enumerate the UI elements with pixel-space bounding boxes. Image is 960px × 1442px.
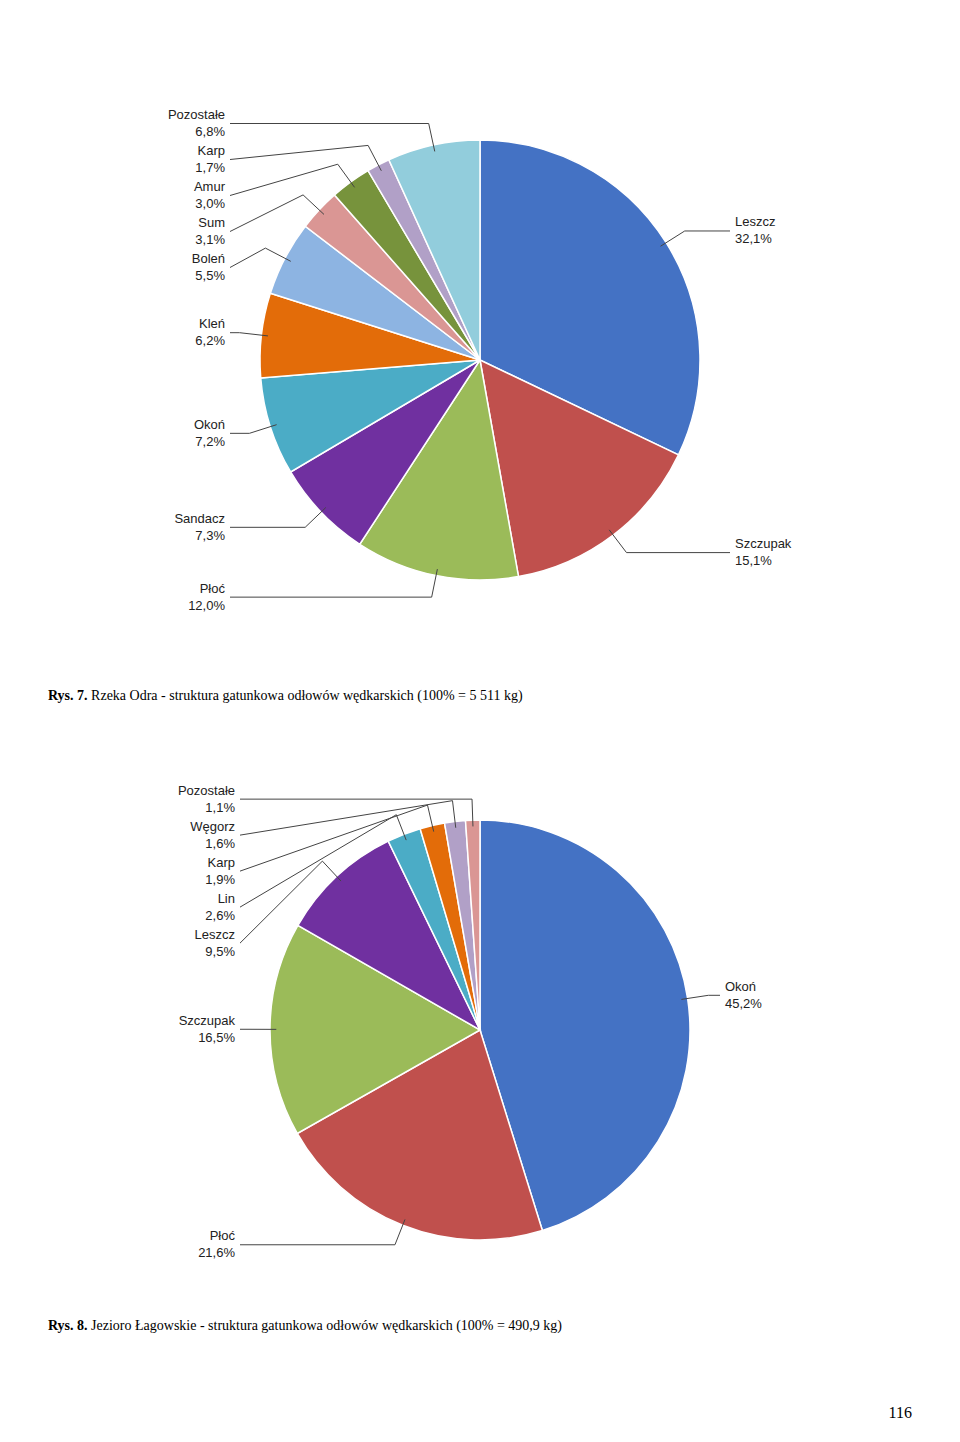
pie-slice (261, 360, 480, 472)
slice-label: Amur (194, 179, 226, 194)
caption-text: Jezioro Łagowskie - struktura gatunkowa … (88, 1318, 563, 1334)
leader-line (240, 799, 473, 826)
slice-value-label: 12,0% (188, 598, 225, 613)
slice-label: Leszcz (735, 214, 775, 229)
pie-slice (389, 140, 480, 360)
data-labels: Leszcz 32,1% Szczupak 15,1% Płoć 12,0% Sandacz… (168, 107, 792, 613)
slice-value-label: 9,5% (205, 944, 235, 959)
slice-value-label: 7,3% (195, 528, 225, 543)
leader-line (681, 995, 720, 999)
slice-value-label: 15,1% (735, 553, 772, 568)
slice-label: Płoć (200, 581, 226, 596)
slice-value-label: 1,1% (205, 800, 235, 815)
slice-value-label: 7,2% (195, 434, 225, 449)
slice-label: Okoń (194, 417, 225, 432)
caption: Rys. 7. Rzeka Odra - struktura gatunkowa… (48, 688, 523, 704)
slice-value-label: 45,2% (725, 996, 762, 1011)
slice-label: Szczupak (179, 1013, 236, 1028)
slice-value-label: 3,1% (195, 232, 225, 247)
caption: Rys. 8. Jezioro Łagowskie - struktura ga… (48, 1318, 562, 1334)
leader-line (230, 164, 355, 195)
slice-label: Lin (218, 891, 235, 906)
data-labels: Okoń 45,2% Płoć 21,6% Szczupak 16,5% Leszcz 9,5… (178, 783, 762, 1261)
leader-line (240, 805, 434, 871)
slice-label: Szczupak (735, 536, 792, 551)
leader-line (230, 248, 291, 267)
caption-prefix: Rys. 8. (48, 1318, 88, 1333)
slices (260, 140, 700, 580)
slice-value-label: 5,5% (195, 268, 225, 283)
slice-label: Sandacz (174, 511, 225, 526)
slice-label: Kleń (199, 316, 225, 331)
leader-line (609, 530, 730, 553)
leader-line (230, 333, 268, 336)
caption-text: Rzeka Odra - struktura gatunkowa odłowów… (88, 688, 523, 704)
leader-line (240, 861, 341, 943)
slice-value-label: 1,6% (205, 836, 235, 851)
slice-label: Karp (208, 855, 235, 870)
pie-slice (465, 820, 480, 1030)
slice-label: Leszcz (195, 927, 235, 942)
slice-value-label: 16,5% (198, 1030, 235, 1045)
slice-label: Okoń (725, 979, 756, 994)
slice-value-label: 1,7% (195, 160, 225, 175)
leader-line (230, 425, 277, 434)
slice-label: Pozostałe (168, 107, 225, 122)
slice-value-label: 2,6% (205, 908, 235, 923)
page-number: 116 (889, 1404, 912, 1421)
slice-value-label: 1,9% (205, 872, 235, 887)
slice-label: Węgorz (190, 819, 235, 834)
slice-value-label: 3,0% (195, 196, 225, 211)
pie-slice (445, 821, 480, 1030)
caption-prefix: Rys. 7. (48, 688, 88, 703)
leader-line (230, 124, 435, 152)
leader-line (230, 508, 326, 528)
slice-label: Sum (198, 215, 225, 230)
slice-value-label: 32,1% (735, 231, 772, 246)
leader-line (230, 195, 324, 232)
leader-line (661, 231, 730, 246)
leader-line (240, 801, 456, 835)
leader-line (240, 1219, 405, 1244)
leader-line (240, 1029, 276, 1030)
slice-value-label: 6,2% (195, 333, 225, 348)
page: Leszcz 32,1% Szczupak 15,1% Płoć 12,0% Sandacz… (0, 0, 960, 1442)
leader-line (230, 145, 381, 170)
pie-chart: Okoń 45,2% Płoć 21,6% Szczupak 16,5% Leszcz 9,5… (178, 783, 762, 1261)
slice-label: Płoć (210, 1228, 236, 1243)
slice-label: Karp (198, 143, 225, 158)
pie-chart: Leszcz 32,1% Szczupak 15,1% Płoć 12,0% Sandacz… (168, 107, 792, 613)
slice-label: Boleń (192, 251, 225, 266)
slices (270, 820, 690, 1240)
slice-value-label: 6,8% (195, 124, 225, 139)
leader-line (240, 815, 406, 907)
slice-value-label: 21,6% (198, 1245, 235, 1260)
leader-line (230, 569, 437, 597)
slice-label: Pozostałe (178, 783, 235, 798)
